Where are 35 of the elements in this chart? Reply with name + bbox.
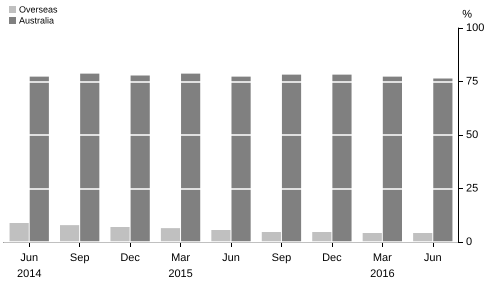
bar [231,76,251,242]
bar [130,76,150,242]
x-tick-label: Dec [120,252,140,264]
x-tick-label: Jun [424,252,442,264]
x-tick-label: Sep [70,252,90,264]
bar [382,76,402,242]
bar [160,228,180,242]
y-axis-title: % [462,8,472,20]
bar [60,225,80,242]
bar [10,222,29,242]
bar [262,232,281,242]
legend-label: Australia [19,16,54,26]
bar [110,227,130,242]
x-tick-label: Mar 2015 [168,252,193,280]
legend-label: Overseas [19,4,58,14]
bar [362,233,382,242]
x-tick-label: Jun 2014 [16,252,42,280]
bar [332,74,352,242]
x-tick-label: Jun [222,252,240,264]
bar [30,76,49,242]
x-tick-label: Mar 2016 [370,252,395,280]
bar [433,78,452,242]
y-tick-label: 50 [466,129,478,141]
y-tick-label: 100 [466,22,484,34]
bar [312,232,332,242]
bar [181,74,200,242]
y-tick-label: 75 [466,76,478,88]
bar [282,74,302,242]
x-tick-label: Sep [272,252,292,264]
bar [211,230,231,242]
y-tick-label: 25 [466,182,478,194]
bar [80,74,100,242]
y-tick-label: 0 [466,236,472,248]
bar [413,233,432,242]
x-tick-label: Dec [322,252,342,264]
